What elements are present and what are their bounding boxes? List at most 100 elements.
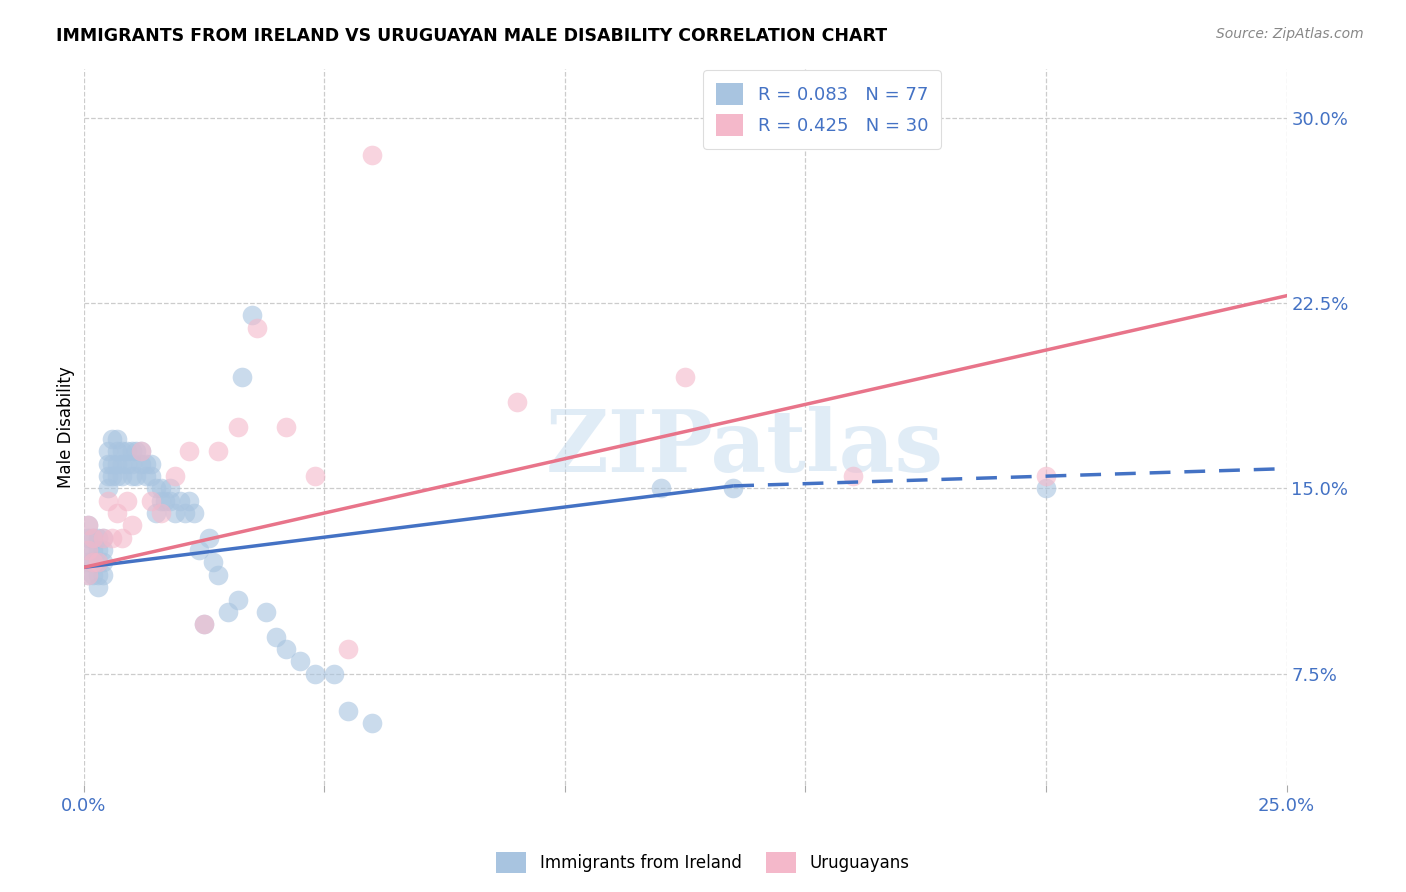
Point <box>163 469 186 483</box>
Point <box>202 556 225 570</box>
Point <box>139 493 162 508</box>
Point <box>105 457 128 471</box>
Point <box>97 469 120 483</box>
Point <box>105 506 128 520</box>
Point <box>322 666 344 681</box>
Point <box>179 444 201 458</box>
Point <box>105 444 128 458</box>
Point <box>183 506 205 520</box>
Point <box>77 567 100 582</box>
Point <box>188 543 211 558</box>
Point <box>121 457 143 471</box>
Point <box>226 592 249 607</box>
Point <box>274 641 297 656</box>
Point <box>159 482 181 496</box>
Point <box>77 518 100 533</box>
Point <box>97 444 120 458</box>
Point <box>82 567 104 582</box>
Point <box>82 531 104 545</box>
Point <box>115 493 138 508</box>
Point <box>304 469 326 483</box>
Point <box>101 469 124 483</box>
Point <box>111 444 134 458</box>
Point <box>135 469 157 483</box>
Point <box>111 457 134 471</box>
Point <box>121 469 143 483</box>
Point <box>129 444 152 458</box>
Point <box>650 482 672 496</box>
Text: IMMIGRANTS FROM IRELAND VS URUGUAYAN MALE DISABILITY CORRELATION CHART: IMMIGRANTS FROM IRELAND VS URUGUAYAN MAL… <box>56 27 887 45</box>
Point <box>87 556 110 570</box>
Point <box>246 321 269 335</box>
Point <box>77 567 100 582</box>
Point <box>121 518 143 533</box>
Point <box>87 580 110 594</box>
Point <box>139 469 162 483</box>
Point <box>115 444 138 458</box>
Point <box>115 457 138 471</box>
Point <box>173 506 195 520</box>
Point <box>91 556 114 570</box>
Point <box>121 444 143 458</box>
Point <box>254 605 277 619</box>
Point <box>77 556 100 570</box>
Point <box>77 543 100 558</box>
Point <box>361 716 384 731</box>
Point <box>91 531 114 545</box>
Point <box>1035 469 1057 483</box>
Point <box>207 444 229 458</box>
Point <box>149 493 172 508</box>
Point <box>163 506 186 520</box>
Point <box>111 531 134 545</box>
Point <box>125 444 148 458</box>
Point <box>87 543 110 558</box>
Point <box>505 395 527 409</box>
Point <box>721 482 744 496</box>
Point <box>159 493 181 508</box>
Point <box>149 506 172 520</box>
Point <box>337 641 360 656</box>
Point <box>193 617 215 632</box>
Point <box>97 482 120 496</box>
Point <box>91 531 114 545</box>
Point <box>91 567 114 582</box>
Point <box>82 531 104 545</box>
Point <box>77 518 100 533</box>
Y-axis label: Male Disability: Male Disability <box>58 366 75 488</box>
Point <box>155 493 177 508</box>
Text: Source: ZipAtlas.com: Source: ZipAtlas.com <box>1216 27 1364 41</box>
Point <box>207 567 229 582</box>
Point <box>226 419 249 434</box>
Point <box>145 482 167 496</box>
Point <box>82 556 104 570</box>
Legend: Immigrants from Ireland, Uruguayans: Immigrants from Ireland, Uruguayans <box>489 846 917 880</box>
Point <box>77 543 100 558</box>
Point <box>135 457 157 471</box>
Point <box>87 531 110 545</box>
Point <box>145 506 167 520</box>
Point <box>264 630 287 644</box>
Point <box>673 370 696 384</box>
Point <box>179 493 201 508</box>
Point <box>842 469 865 483</box>
Text: ZIPatlas: ZIPatlas <box>546 406 945 490</box>
Point <box>129 457 152 471</box>
Point <box>82 543 104 558</box>
Point <box>105 432 128 446</box>
Point <box>111 469 134 483</box>
Point <box>240 309 263 323</box>
Point <box>87 567 110 582</box>
Point <box>149 482 172 496</box>
Point <box>101 432 124 446</box>
Point <box>274 419 297 434</box>
Point <box>197 531 219 545</box>
Point <box>101 457 124 471</box>
Point <box>217 605 239 619</box>
Legend: R = 0.083   N = 77, R = 0.425   N = 30: R = 0.083 N = 77, R = 0.425 N = 30 <box>703 70 941 149</box>
Point <box>77 531 100 545</box>
Point <box>97 493 120 508</box>
Point <box>87 556 110 570</box>
Point <box>97 457 120 471</box>
Point <box>231 370 253 384</box>
Point <box>288 654 311 668</box>
